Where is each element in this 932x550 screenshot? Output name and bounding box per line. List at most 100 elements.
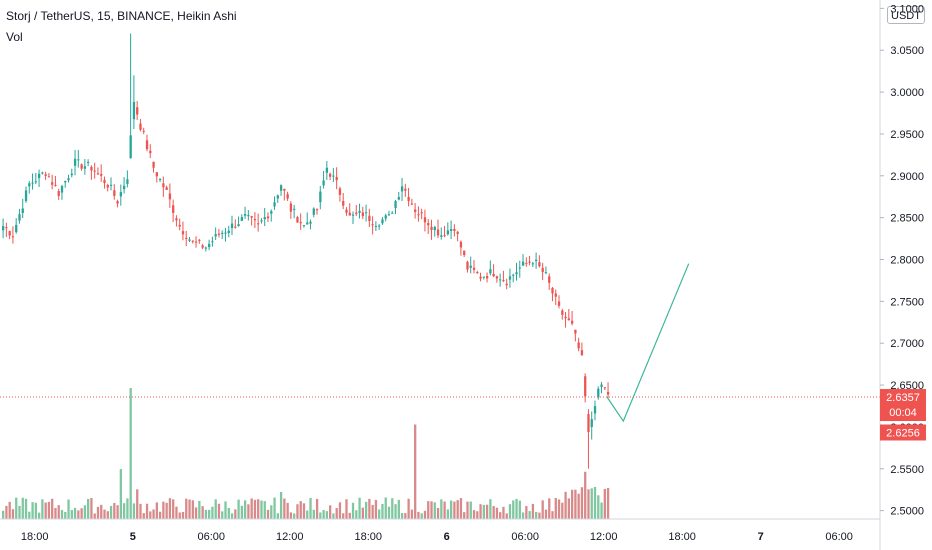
volume-bar — [593, 486, 597, 519]
volume-bar — [466, 501, 469, 519]
candle-body — [60, 186, 64, 193]
volume-bar — [234, 509, 237, 519]
candle-body — [508, 276, 512, 280]
volume-bar — [597, 495, 600, 519]
volume-bar — [90, 497, 93, 519]
x-tick-label: 5 — [130, 531, 136, 543]
candle-body — [358, 210, 361, 213]
volume-bar — [283, 498, 286, 519]
volume-bar — [129, 388, 132, 519]
candle-body — [570, 320, 574, 324]
volume-bar — [518, 500, 521, 519]
candle-body — [113, 190, 116, 196]
volume-bar — [64, 511, 67, 519]
candle-body — [335, 177, 338, 181]
volume-bar — [60, 509, 64, 519]
last-price-tag — [880, 389, 926, 422]
y-tick-label: 3.1000 — [890, 3, 924, 15]
volume-bar — [368, 498, 371, 519]
x-tick-label: 18:00 — [354, 531, 382, 543]
volume-bar — [420, 513, 423, 519]
volume-bar — [315, 498, 319, 519]
candle-body — [168, 193, 172, 200]
x-tick-label: 06:00 — [198, 531, 226, 543]
currency-button[interactable]: USDT — [887, 6, 925, 24]
y-tick-label: 2.5000 — [890, 506, 924, 518]
candle-body — [561, 310, 564, 315]
candle-body — [469, 265, 472, 268]
volume-bar — [132, 503, 136, 519]
volume-bar — [122, 503, 126, 519]
volume-bar — [482, 504, 485, 519]
volume-bar — [149, 511, 152, 519]
volume-bar — [230, 513, 234, 519]
candle-body — [587, 413, 590, 432]
candle-body — [122, 185, 126, 190]
volume-bar — [512, 500, 515, 519]
volume-bar — [463, 512, 466, 519]
candle-body — [580, 350, 584, 356]
volume-bar — [208, 509, 211, 519]
volume-bar — [587, 489, 590, 519]
y-tick-label: 2.9500 — [890, 129, 924, 141]
candle-body — [590, 419, 593, 428]
volume-bar — [103, 509, 106, 519]
volume-bar — [168, 498, 172, 519]
candle-body — [463, 250, 466, 256]
volume-bar — [410, 509, 414, 519]
candle-body — [204, 247, 208, 249]
volume-bar — [567, 498, 571, 519]
candle-body — [279, 185, 283, 191]
volume-bar — [181, 511, 185, 519]
candle-body — [191, 240, 194, 242]
volume-bar — [515, 498, 518, 519]
volume-bar — [391, 498, 394, 519]
candle-body — [194, 241, 198, 243]
volume-bar — [302, 503, 306, 519]
volume-bar — [266, 509, 270, 519]
candle-body — [234, 226, 237, 228]
volume-bar — [57, 505, 60, 519]
volume-bar — [449, 500, 453, 519]
candle-body — [103, 179, 106, 184]
volume-bar — [414, 424, 417, 519]
volume-bar — [224, 501, 227, 519]
volume-bar — [142, 513, 145, 519]
low-price-tag — [880, 424, 926, 441]
y-tick-label: 2.9000 — [890, 171, 924, 183]
candle-body — [479, 276, 482, 279]
x-tick-label: 12:00 — [590, 531, 618, 543]
candle-body — [541, 267, 544, 273]
volume-bar — [332, 513, 335, 519]
volume-bar — [139, 503, 142, 519]
volume-indicator-label[interactable]: Vol — [6, 30, 23, 44]
volume-bar — [531, 503, 535, 519]
candle-body — [172, 205, 175, 213]
volume-bar — [541, 500, 544, 519]
volume-bar — [384, 497, 387, 519]
volume-bar — [603, 488, 606, 519]
candle-body — [342, 200, 345, 206]
volume-bar — [296, 504, 299, 519]
volume-bar — [96, 506, 100, 519]
volume-bar — [11, 509, 15, 519]
volume-bar — [106, 511, 109, 519]
candle-body — [214, 234, 217, 237]
candle-body — [319, 191, 322, 203]
candle-body — [44, 174, 47, 176]
volume-bar — [126, 498, 129, 519]
candle-body — [531, 263, 535, 265]
volume-bar — [276, 513, 279, 519]
candle-body — [482, 276, 485, 278]
candle-body — [446, 230, 450, 235]
candle-body — [240, 217, 244, 221]
candles — [2, 33, 610, 469]
volume-bar — [348, 512, 351, 519]
candle-body — [201, 245, 204, 248]
candle-body — [28, 183, 31, 187]
candle-body — [364, 212, 368, 214]
volume-bar — [394, 504, 397, 519]
candle-body — [18, 214, 21, 221]
volume-bar — [198, 500, 201, 519]
